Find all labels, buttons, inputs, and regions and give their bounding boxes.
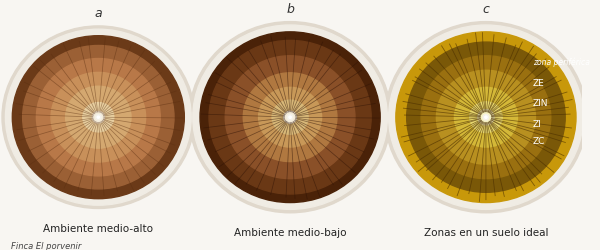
Ellipse shape bbox=[389, 25, 583, 209]
Ellipse shape bbox=[5, 29, 191, 205]
Text: Ambiente medio-alto: Ambiente medio-alto bbox=[43, 224, 154, 234]
Ellipse shape bbox=[95, 114, 101, 120]
Ellipse shape bbox=[83, 102, 114, 132]
Ellipse shape bbox=[65, 86, 131, 148]
Ellipse shape bbox=[23, 46, 174, 189]
Ellipse shape bbox=[470, 102, 502, 132]
Ellipse shape bbox=[485, 116, 487, 118]
Ellipse shape bbox=[200, 32, 380, 202]
Text: ZC: ZC bbox=[533, 136, 545, 145]
Ellipse shape bbox=[478, 110, 494, 125]
Text: b: b bbox=[286, 3, 294, 16]
Ellipse shape bbox=[225, 56, 355, 179]
Ellipse shape bbox=[289, 116, 291, 118]
Ellipse shape bbox=[284, 111, 296, 123]
Ellipse shape bbox=[97, 116, 100, 118]
Text: ZIN: ZIN bbox=[533, 99, 548, 108]
Text: zona periférica: zona periférica bbox=[533, 58, 589, 67]
Ellipse shape bbox=[13, 36, 184, 199]
Ellipse shape bbox=[436, 70, 535, 164]
Text: c: c bbox=[482, 3, 490, 16]
Text: ZI: ZI bbox=[533, 120, 541, 128]
Ellipse shape bbox=[243, 73, 337, 162]
Ellipse shape bbox=[193, 25, 388, 209]
Ellipse shape bbox=[51, 72, 146, 162]
Text: ZE: ZE bbox=[533, 78, 544, 88]
Ellipse shape bbox=[272, 100, 308, 134]
Text: Finca El porvenir: Finca El porvenir bbox=[11, 242, 82, 250]
Ellipse shape bbox=[483, 114, 489, 120]
Ellipse shape bbox=[421, 56, 551, 179]
Ellipse shape bbox=[454, 87, 517, 147]
Ellipse shape bbox=[92, 112, 104, 123]
Ellipse shape bbox=[259, 87, 322, 147]
Text: Ambiente medio-bajo: Ambiente medio-bajo bbox=[234, 228, 346, 238]
Ellipse shape bbox=[287, 114, 293, 120]
Ellipse shape bbox=[189, 22, 391, 213]
Text: Zonas en un suelo ideal: Zonas en un suelo ideal bbox=[424, 228, 548, 238]
Text: a: a bbox=[95, 7, 102, 20]
Ellipse shape bbox=[385, 22, 587, 213]
Ellipse shape bbox=[396, 32, 576, 202]
Ellipse shape bbox=[209, 40, 371, 194]
Ellipse shape bbox=[2, 26, 194, 208]
Ellipse shape bbox=[37, 58, 160, 176]
Ellipse shape bbox=[407, 42, 565, 192]
